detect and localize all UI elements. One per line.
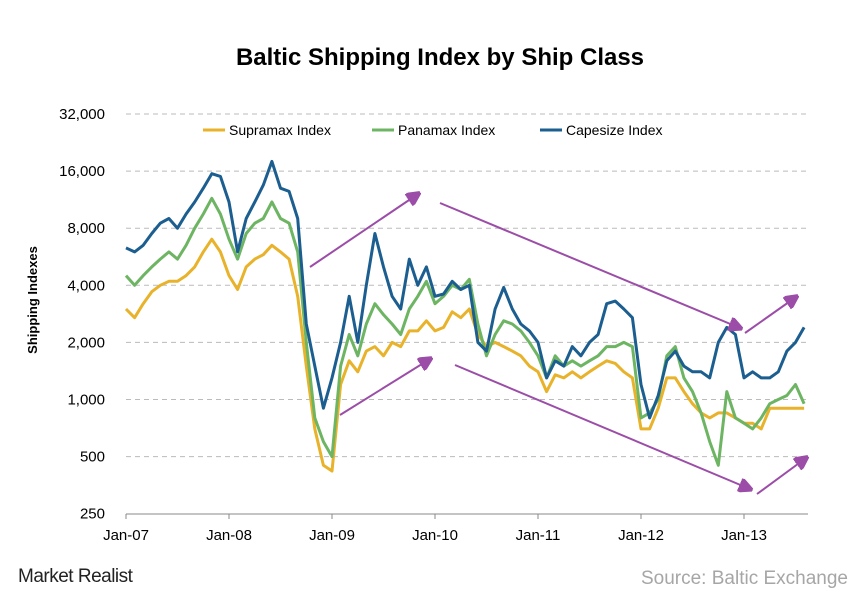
x-tick-label: Jan-10 <box>412 527 458 544</box>
x-tick-label: Jan-09 <box>309 527 355 544</box>
trend-arrow <box>339 359 430 416</box>
y-tick-label: 1,000 <box>67 392 105 409</box>
series-supramax-index <box>124 237 805 473</box>
y-tick-label: 4,000 <box>67 277 105 294</box>
trend-arrow <box>439 202 740 328</box>
series-capesize-index <box>125 159 806 420</box>
x-tick-label: Jan-12 <box>618 527 664 544</box>
series-line <box>124 237 805 473</box>
legend-label: Panamax Index <box>398 122 495 138</box>
y-tick-label: 8,000 <box>67 220 105 237</box>
chart-title: Baltic Shipping Index by Ship Class <box>235 44 645 71</box>
trend-arrow <box>756 458 806 495</box>
y-tick-label: 2,000 <box>67 334 105 351</box>
y-axis-ticks: 32,000 16,000 8,000 4,000 2,000 1,000 500 250 <box>59 106 105 523</box>
trend-arrow <box>454 364 750 489</box>
legend-label: Supramax Index <box>229 122 331 138</box>
y-tick-label: 32,000 <box>59 106 105 123</box>
trend-arrows <box>309 194 806 495</box>
legend-label: Capesize Index <box>566 122 663 138</box>
y-tick-label: 500 <box>80 449 105 466</box>
x-tick-label: Jan-07 <box>103 527 149 544</box>
y-axis-label: Shipping Indexes <box>25 246 40 354</box>
trend-arrow <box>744 297 796 334</box>
y-tick-label: 16,000 <box>59 163 105 180</box>
x-axis-ticks: Jan-07 Jan-08 Jan-09 Jan-10 Jan-11 Jan-12 Jan-… <box>103 514 767 544</box>
legend: Supramax Index Panamax Index Capesize Inde… <box>203 122 663 138</box>
trend-arrow <box>309 194 418 268</box>
series-line <box>124 196 806 467</box>
series-line <box>125 159 806 420</box>
x-tick-label: Jan-11 <box>516 527 561 544</box>
series-panamax-index <box>124 196 806 467</box>
source-note: Source: Baltic Exchange <box>640 568 848 589</box>
market-realist-logo: Market Realist <box>18 566 133 587</box>
x-tick-label: Jan-08 <box>206 527 252 544</box>
y-tick-label: 250 <box>80 506 105 523</box>
x-tick-label: Jan-13 <box>721 527 767 544</box>
